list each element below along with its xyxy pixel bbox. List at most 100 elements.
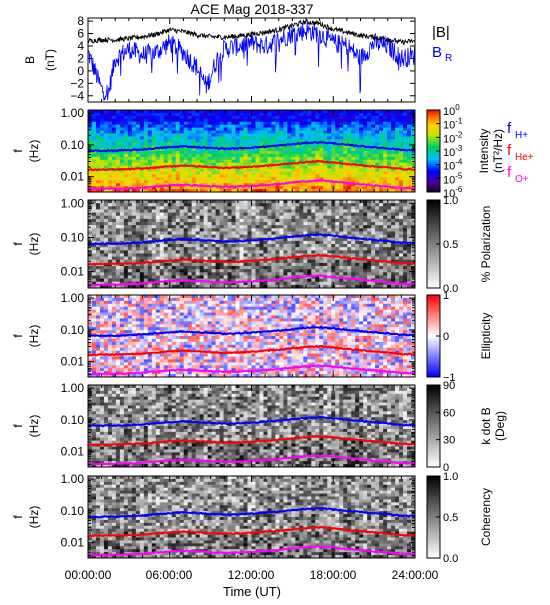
spectrogram-cell bbox=[140, 266, 144, 270]
spectrogram-cell bbox=[271, 206, 275, 210]
spectrogram-cell bbox=[323, 269, 327, 273]
spectrogram-cell bbox=[343, 116, 347, 119]
spectrogram-cell bbox=[108, 180, 112, 183]
spectrogram-cell bbox=[307, 151, 311, 154]
spectrogram-cell bbox=[216, 272, 220, 276]
spectrogram-cell bbox=[355, 219, 359, 223]
spectrogram-cell bbox=[240, 169, 244, 172]
spectrogram-cell bbox=[279, 116, 283, 119]
spectrogram-cell bbox=[92, 206, 96, 210]
spectrogram-cell bbox=[240, 257, 244, 261]
spectrogram-cell bbox=[232, 209, 236, 213]
spectrogram-cell bbox=[176, 225, 180, 229]
spectrogram-cell bbox=[383, 174, 387, 177]
spectrogram-cell bbox=[307, 250, 311, 254]
spectrogram-cell bbox=[279, 128, 283, 131]
spectrogram-cell bbox=[204, 231, 208, 235]
spectrogram-cell bbox=[275, 241, 279, 245]
spectrogram-cell bbox=[144, 128, 148, 131]
spectrogram-cell bbox=[383, 244, 387, 248]
spectrogram-cell bbox=[279, 151, 283, 154]
spectrogram-cell bbox=[339, 128, 343, 131]
spectrogram-cell bbox=[180, 247, 184, 251]
spectrogram-cell bbox=[283, 260, 287, 264]
spectrogram-cell bbox=[160, 222, 164, 226]
spectrogram-cell bbox=[335, 113, 339, 116]
spectrogram-cell bbox=[216, 174, 220, 177]
spectrogram-cell bbox=[275, 282, 279, 286]
spectrogram-cell bbox=[244, 228, 248, 232]
spectrogram-cell bbox=[279, 282, 283, 286]
spectrogram-cell bbox=[291, 231, 295, 235]
spectrogram-cell bbox=[339, 241, 343, 245]
spectrogram-cell bbox=[172, 169, 176, 172]
spectrogram-cell bbox=[335, 266, 339, 270]
spectrogram-cell bbox=[335, 282, 339, 286]
spectrogram-cell bbox=[212, 266, 216, 270]
spectrogram-cell bbox=[299, 203, 303, 207]
spectrogram-cell bbox=[351, 263, 355, 267]
spectrogram-cell bbox=[367, 116, 371, 119]
spectrogram-cell bbox=[144, 219, 148, 223]
spectrogram-cell bbox=[200, 253, 204, 257]
spectrogram-cell bbox=[140, 163, 144, 166]
spectrogram-cell bbox=[140, 145, 144, 148]
spectrogram-cell bbox=[204, 216, 208, 220]
spectrogram-cell bbox=[208, 163, 212, 166]
spectrogram-cell bbox=[160, 177, 164, 180]
spectrogram-cell bbox=[152, 128, 156, 131]
spectrogram-cell bbox=[279, 209, 283, 213]
spectrogram-cell bbox=[303, 131, 307, 134]
spectrogram-cell bbox=[112, 113, 116, 116]
spectrogram-cell bbox=[371, 113, 375, 116]
spectrogram-cell bbox=[275, 213, 279, 217]
spectrogram-cell bbox=[232, 131, 236, 134]
spectrogram-cell bbox=[363, 203, 367, 207]
spectrogram-cell bbox=[184, 219, 188, 223]
spectrogram-cell bbox=[299, 266, 303, 270]
spectrogram-cell bbox=[339, 200, 343, 204]
spectrogram-cell bbox=[212, 139, 216, 142]
spectrogram-cell bbox=[295, 238, 299, 242]
spectrogram-cell bbox=[100, 216, 104, 220]
spectrogram-cell bbox=[287, 157, 291, 160]
spectrogram-cell bbox=[407, 119, 411, 122]
spectrogram-cell bbox=[395, 142, 399, 145]
spectrogram-cell bbox=[188, 148, 192, 151]
spectrogram-cell bbox=[204, 174, 208, 177]
spectrogram-cell bbox=[307, 263, 311, 267]
spectrogram-cell bbox=[407, 209, 411, 213]
spectrogram-cell bbox=[96, 238, 100, 242]
spectrogram-cell bbox=[343, 113, 347, 116]
spectrogram-cell bbox=[407, 213, 411, 217]
spectrogram-cell bbox=[200, 216, 204, 220]
spectrogram-cell bbox=[196, 125, 200, 128]
spectrogram-cell bbox=[200, 125, 204, 128]
spectrogram-cell bbox=[343, 244, 347, 248]
spectrogram-cell bbox=[248, 253, 252, 257]
spectrogram-cell bbox=[96, 177, 100, 180]
spectrogram-cell bbox=[136, 219, 140, 223]
spectrogram-cell bbox=[172, 250, 176, 254]
spectrogram-cell bbox=[279, 272, 283, 276]
spectrogram-cell bbox=[339, 219, 343, 223]
spectrogram-cell bbox=[367, 200, 371, 204]
spectrogram-cell bbox=[271, 269, 275, 273]
spectrogram-cell bbox=[295, 222, 299, 226]
spectrogram-cell bbox=[236, 250, 240, 254]
spectrogram-cell bbox=[132, 266, 136, 270]
spectrogram-cell bbox=[120, 222, 124, 226]
spectrogram-cell bbox=[383, 116, 387, 119]
spectrogram-cell bbox=[339, 125, 343, 128]
spectrogram-cell bbox=[343, 219, 347, 223]
spectrogram-cell bbox=[188, 139, 192, 142]
spectrogram-cell bbox=[367, 266, 371, 270]
spectrogram-cell bbox=[355, 266, 359, 270]
spectrogram-cell bbox=[291, 131, 295, 134]
spectrogram-cell bbox=[271, 148, 275, 151]
spectrogram-cell bbox=[176, 139, 180, 142]
spectrogram-cell bbox=[287, 266, 291, 270]
spectrogram-cell bbox=[319, 206, 323, 210]
spectrogram-cell bbox=[323, 183, 327, 186]
spectrogram-cell bbox=[136, 113, 140, 116]
